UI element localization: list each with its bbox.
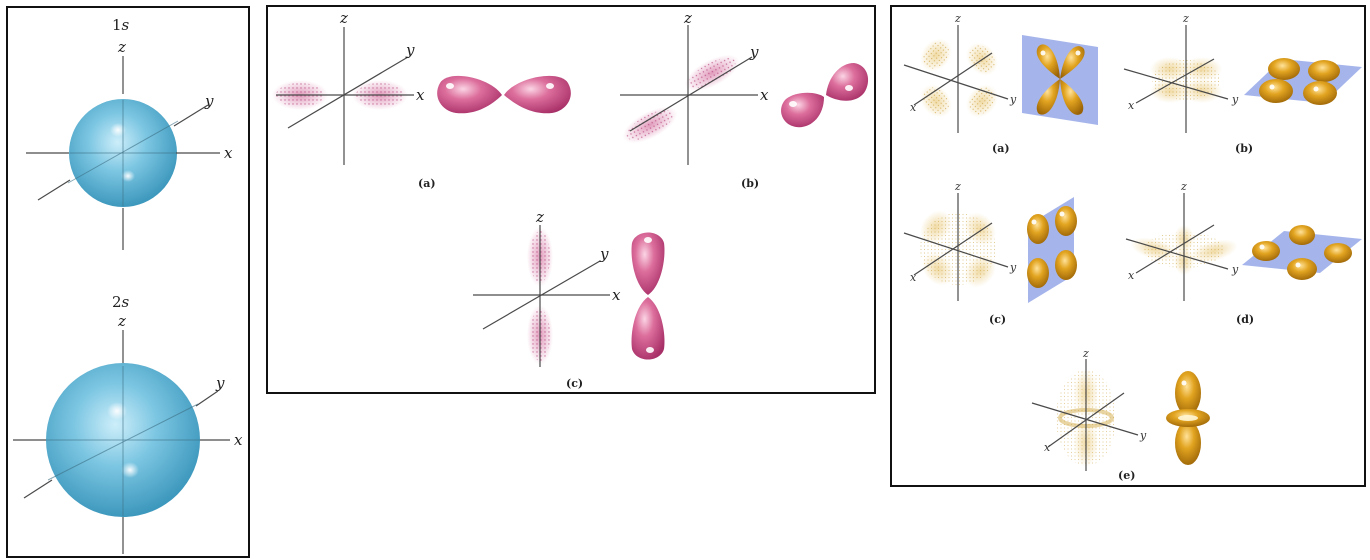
d-caption-b: (b) [1235,142,1253,155]
axis-label-y-dc: y [1009,261,1017,274]
p-orbital-a-lobe-left [437,75,502,114]
orbital-1s-title: 1s [112,16,130,34]
axis-label-y-de: y [1139,429,1147,442]
axis-label-z-de: z [1082,347,1089,360]
axis-label-x-dd: x [1128,269,1135,282]
axis-label-x-da: x [910,101,917,114]
axis-label-z-pc: z [535,208,544,226]
d-orbital-b-diagram: z x y [1123,12,1362,133]
p-orbital-b-lobe-back [826,63,869,101]
d-a-nodal-plane [1022,35,1098,125]
d-orbitals-panel: z x y (a) z x y [890,5,1366,487]
d-caption-a: (a) [992,142,1010,155]
axis-label-x-pb: x [760,86,769,104]
axis-label-x-de: x [1044,441,1051,454]
axis-label-z-pb: z [683,9,692,27]
d-caption-e: (e) [1118,469,1135,482]
orbital-2s-title: 2s [112,293,130,311]
p-orbital-b-lobe-front [781,92,824,128]
d-d-nodal-plane [1242,231,1362,273]
axis-label-y-da: y [1009,93,1017,106]
axis-label-y-1s: y [204,92,214,110]
d-orbital-c-diagram: z x y [903,180,1077,303]
axis-label-y-2s: y [215,374,225,392]
axis-label-x-dc: x [910,271,917,284]
axis-label-x-pa: x [416,86,425,104]
axis-label-z-2s: z [117,312,126,330]
axis-label-x-1s: x [224,144,233,162]
orbital-1s-diagram: z x y [26,38,233,250]
axis-label-z-pa: z [339,9,348,27]
p-caption-c: (c) [566,377,583,390]
axis-label-z-da: z [954,12,961,25]
p-caption-b: (b) [741,177,759,190]
p-orbital-c-diagram: z x y [473,208,665,367]
p-orbital-a-diagram: z x y [272,9,571,165]
axis-label-y-db: y [1231,93,1239,106]
axis-label-y-dd: y [1231,263,1239,276]
p-caption-a: (a) [418,177,436,190]
d-orbital-e-diagram: z x y [1031,347,1210,471]
p-orbitals-panel: z x y (a) z x y (b) [266,5,876,394]
axis-label-x-pc: x [612,286,621,304]
orbital-2s-diagram: z x y [13,312,243,554]
axis-label-y-pa: y [405,41,415,59]
d-caption-d: (d) [1236,313,1254,326]
axis-label-z-dc: z [954,180,961,193]
s-orbitals-panel: 1s z x y 2s [6,6,250,558]
p-orbital-b-diagram: z x y [620,9,869,165]
axis-label-z-1s: z [117,38,126,56]
d-orbital-d-diagram: z x y [1125,180,1362,301]
p-orbital-c-lobe-bottom [631,297,665,360]
p-orbital-a-lobe-right [504,75,571,114]
axis-label-x-2s: x [234,431,243,449]
d-orbital-a-diagram: z x y [903,12,1098,133]
p-orbital-c-lobe-top [631,232,665,295]
axis-label-y-pc: y [599,245,609,263]
d-caption-c: (c) [989,313,1006,326]
axis-label-x-db: x [1128,99,1135,112]
axis-label-z-dd: z [1180,180,1187,193]
axis-label-y-pb: y [749,43,759,61]
axis-label-z-db: z [1182,12,1189,25]
